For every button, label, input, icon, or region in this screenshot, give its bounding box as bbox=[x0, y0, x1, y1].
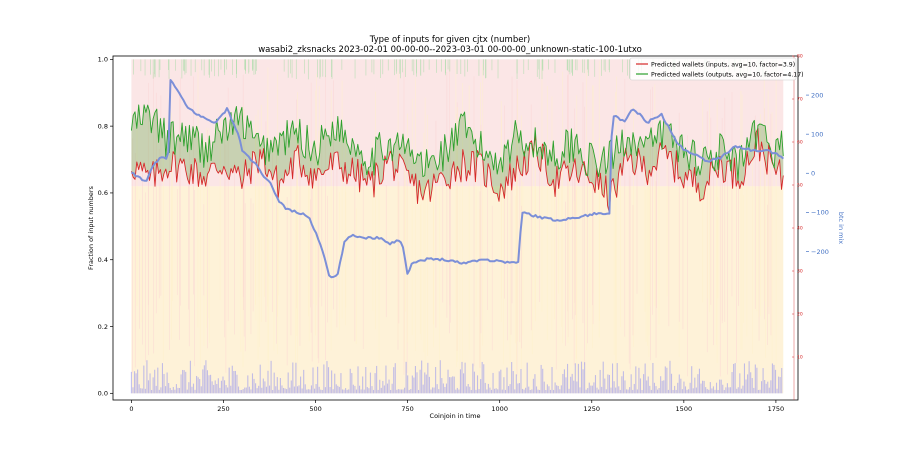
y-tick-label: 1.0 bbox=[98, 56, 108, 64]
wallet-tick-label: 10 bbox=[797, 355, 803, 361]
x-tick-label: 0 bbox=[129, 405, 133, 413]
series-inputs-line bbox=[130, 127, 784, 214]
wallet-tick-label: 60 bbox=[797, 140, 803, 146]
x-tick-label: 500 bbox=[309, 405, 321, 413]
x-axis-label: Coinjoin in time bbox=[430, 412, 481, 420]
band-bottom bbox=[130, 360, 783, 394]
btc-tick-label: −200 bbox=[811, 248, 829, 256]
wallet-count-axis: 10 20 30 40 50 60 70 80 bbox=[792, 54, 803, 400]
y-tick-label: 0.0 bbox=[98, 390, 108, 398]
btc-tick-label: 100 bbox=[811, 130, 823, 138]
x-tick-label: 1500 bbox=[676, 405, 693, 413]
plot-area bbox=[130, 59, 784, 394]
x-tick-label: 750 bbox=[401, 405, 413, 413]
wallet-tick-label: 80 bbox=[797, 54, 803, 60]
wallet-tick-label: 70 bbox=[797, 97, 803, 103]
x-tick-label: 250 bbox=[217, 405, 229, 413]
x-tick-label: 1250 bbox=[583, 405, 600, 413]
legend: Predicted wallets (inputs, avg=10, facto… bbox=[629, 57, 804, 81]
legend-entry-inputs: Predicted wallets (inputs, avg=10, facto… bbox=[651, 61, 795, 68]
plot-frame bbox=[112, 55, 799, 401]
series-btc-line bbox=[131, 79, 784, 279]
btc-tick-label: 0 bbox=[811, 170, 815, 178]
chart-title: Type of inputs for given cjtx (number) bbox=[369, 35, 531, 45]
plot-content bbox=[130, 59, 784, 394]
btc-tick-label: −100 bbox=[811, 209, 829, 217]
y-tick-label: 0.8 bbox=[98, 122, 108, 130]
wallet-tick-label: 20 bbox=[797, 312, 803, 318]
y-axis: 0.0 0.2 0.4 0.6 0.8 1.0 bbox=[98, 56, 113, 398]
btc-axis: −200 −100 0 100 200 bbox=[806, 91, 829, 256]
y-tick-label: 0.4 bbox=[98, 256, 108, 264]
wallet-tick-label: 50 bbox=[797, 183, 803, 189]
y2-axis-label: btc in mix bbox=[837, 212, 845, 244]
x-tick-label: 1750 bbox=[768, 405, 785, 413]
wallet-tick-label: 40 bbox=[797, 226, 803, 232]
band-top-green bbox=[132, 59, 784, 80]
wallet-tick-label: 30 bbox=[797, 269, 803, 275]
x-axis: 0 250 500 750 1000 1250 1500 1750 bbox=[129, 400, 784, 413]
legend-entry-outputs: Predicted wallets (outputs, avg=10, fact… bbox=[651, 71, 804, 78]
chart-subtitle: wasabi2_zksnacks 2023-02-01 00-00-00--20… bbox=[258, 45, 642, 55]
y-tick-label: 0.6 bbox=[98, 189, 108, 197]
y-tick-label: 0.2 bbox=[98, 323, 108, 331]
x-tick-label: 1000 bbox=[491, 405, 508, 413]
y-axis-label: Fraction of input numbers bbox=[87, 185, 95, 269]
legend-box bbox=[629, 57, 797, 81]
wallets-fill-between bbox=[131, 104, 784, 214]
btc-tick-label: 200 bbox=[811, 91, 823, 99]
